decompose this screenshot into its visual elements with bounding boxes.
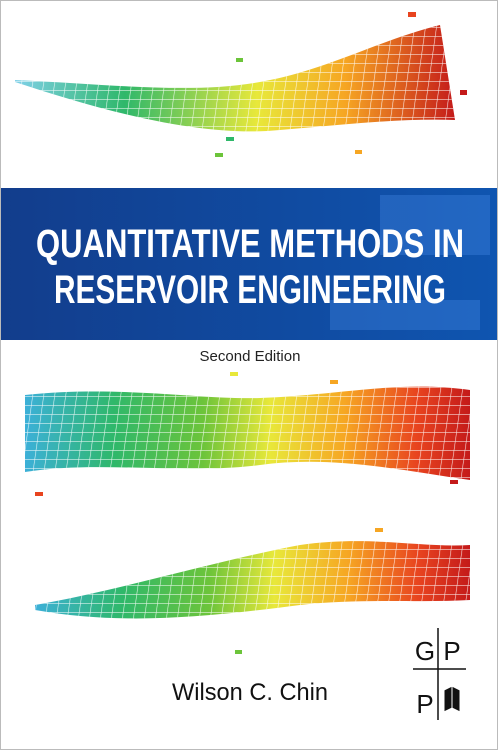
logo-letter: P bbox=[416, 689, 433, 719]
top-wave bbox=[15, 12, 467, 157]
title-line: RESERVOIR ENGINEERING bbox=[54, 268, 446, 312]
title-line: QUANTITATIVE METHODS IN bbox=[36, 222, 464, 266]
band-texture bbox=[330, 195, 490, 330]
edition: Second Edition bbox=[200, 348, 301, 365]
logo-letter: G bbox=[415, 636, 435, 666]
bottom-wave bbox=[35, 528, 470, 654]
logo-letter: P bbox=[443, 636, 460, 666]
author: Wilson C. Chin bbox=[172, 679, 328, 706]
title-band bbox=[1, 188, 497, 340]
middle-wave bbox=[25, 372, 470, 496]
publisher-logo: G P P bbox=[413, 628, 466, 720]
